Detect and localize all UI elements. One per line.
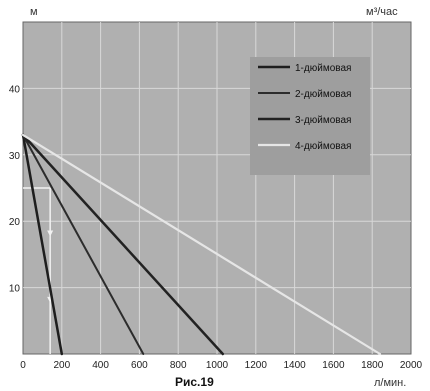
legend: 1-дюймовая 2-дюймовая 3-дюймовая 4-дюймовая [250, 57, 370, 175]
y-tick-labels: 10 20 30 40 [9, 84, 21, 294]
y-tick-label: 40 [9, 84, 21, 95]
series-line-4 [21, 133, 382, 356]
legend-label: 2-дюймовая [295, 89, 351, 100]
series-line-3 [21, 133, 225, 356]
y-tick-label: 10 [9, 284, 21, 295]
x-tick-label: 1000 [206, 360, 229, 371]
legend-label: 4-дюймовая [295, 141, 351, 152]
x-tick-label: 2000 [400, 360, 423, 371]
y-axis-label: м [30, 6, 38, 18]
x-tick-label: 600 [131, 360, 148, 371]
legend-label: 3-дюймовая [295, 115, 351, 126]
legend-label: 1-дюймовая [295, 63, 351, 74]
x-tick-label: 0 [20, 360, 26, 371]
x-tick-label: 1200 [245, 360, 268, 371]
series-lines [21, 133, 382, 356]
legend-box [250, 57, 370, 175]
x-tick-label: 1400 [283, 360, 306, 371]
x-tick-label: 1600 [322, 360, 345, 371]
y-tick-label: 20 [9, 217, 21, 228]
x-tick-label: 800 [170, 360, 187, 371]
y-tick-label: 30 [9, 151, 21, 162]
x-tick-label: 400 [92, 360, 109, 371]
figure-caption: Рис.19 [175, 375, 214, 389]
series-line-1 [21, 133, 64, 356]
reference-arrow-icon [47, 230, 54, 237]
y2-axis-label: м³/час [366, 6, 398, 18]
x-tick-labels: 0 200 400 600 800 1000 1200 1400 1600 1800 2000 [20, 360, 422, 371]
x-tick-label: 200 [53, 360, 70, 371]
x-axis-label: л/мин. [374, 377, 406, 389]
series-line-2 [22, 133, 145, 355]
x-tick-label: 1800 [361, 360, 384, 371]
